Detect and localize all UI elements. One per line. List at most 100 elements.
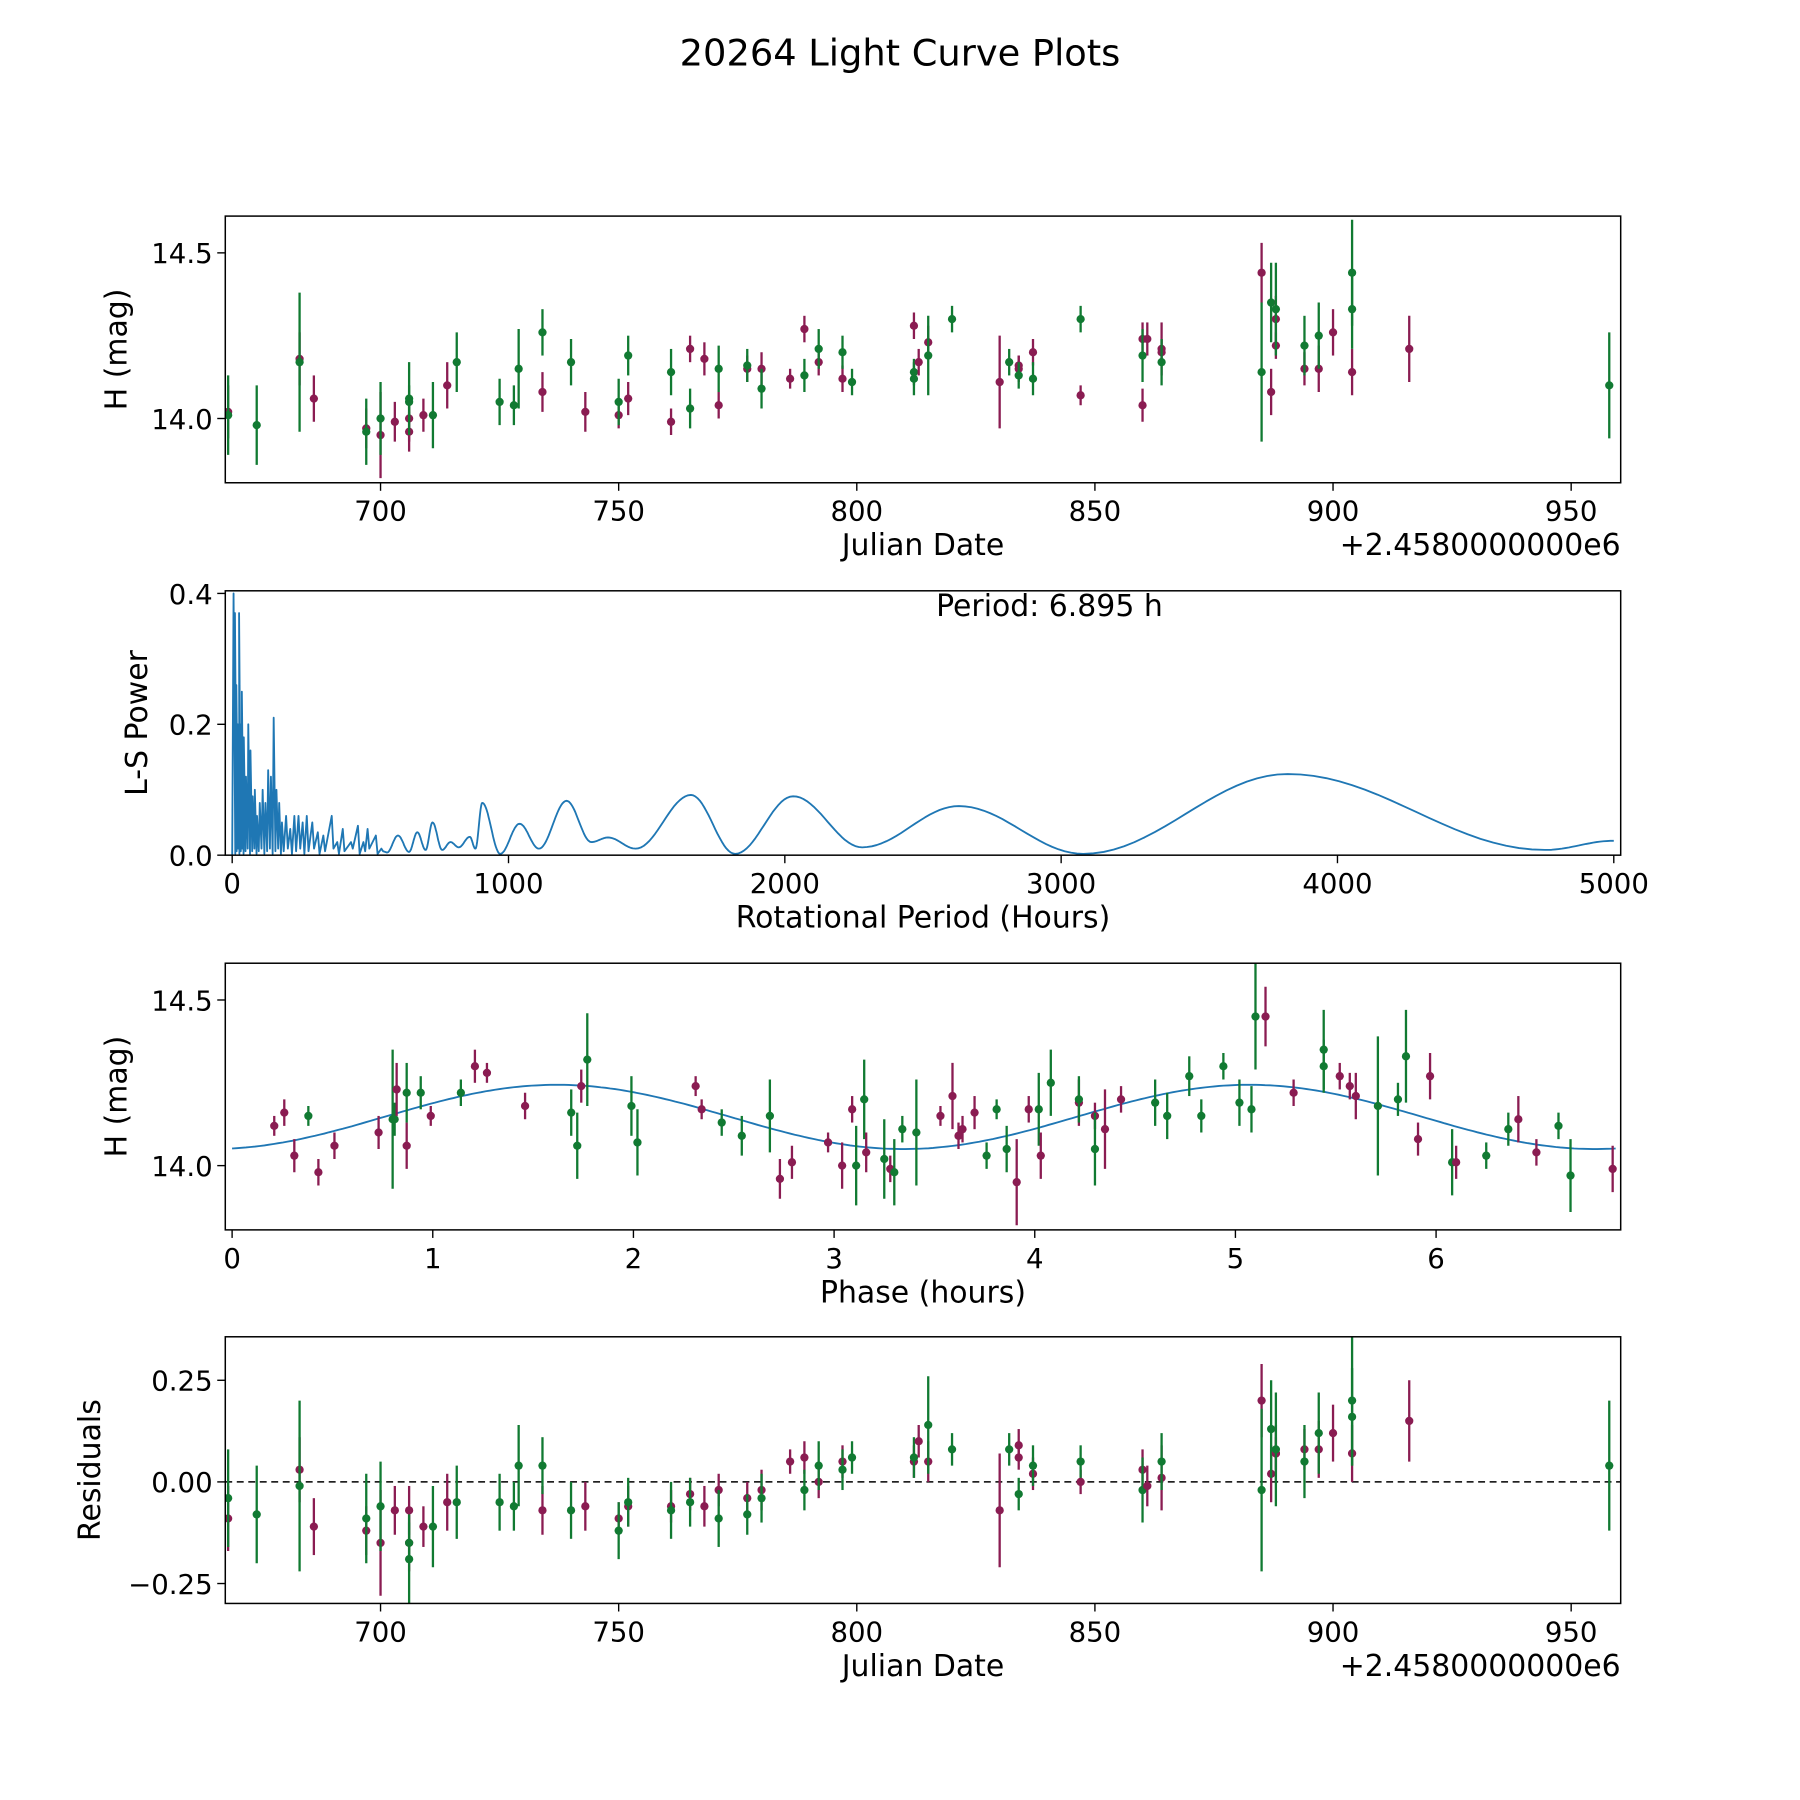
x-tick-label: 2 <box>625 1242 643 1275</box>
data-marker <box>666 367 676 377</box>
data-point <box>800 358 809 392</box>
data-marker <box>443 381 452 390</box>
data-point <box>1351 1072 1360 1120</box>
data-point <box>914 1424 923 1458</box>
x-tick-label: 700 <box>354 495 407 528</box>
data-marker <box>837 1161 847 1170</box>
y-axis-label: H (mag) <box>99 289 134 411</box>
data-marker <box>314 1168 323 1177</box>
data-marker <box>538 328 547 337</box>
data-point <box>295 292 304 432</box>
data-point <box>1482 1142 1491 1169</box>
data-point <box>714 391 723 419</box>
data-marker <box>1401 1052 1411 1061</box>
panel-light-curve: 700 750 800 850 900 950 14.0 14.5 Julian Date H (… <box>99 215 1622 563</box>
data-point <box>852 1125 861 1206</box>
data-point <box>1605 1400 1614 1531</box>
data-point <box>509 385 519 426</box>
data-marker <box>376 414 385 423</box>
data-marker <box>402 1088 411 1097</box>
data-marker <box>390 417 399 426</box>
data-point <box>428 1485 438 1568</box>
data-marker <box>428 411 438 420</box>
data-point <box>714 1490 723 1547</box>
data-marker <box>1257 268 1266 277</box>
data-point <box>1036 1132 1045 1179</box>
data-marker <box>909 367 919 377</box>
data-marker <box>404 1506 414 1515</box>
data-marker <box>838 374 847 383</box>
data-point <box>823 1132 833 1153</box>
data-point <box>1034 1072 1043 1146</box>
data-point <box>280 1099 289 1126</box>
data-point <box>800 315 809 343</box>
data-point <box>1235 1079 1244 1126</box>
x-tick-label: 5 <box>1227 1242 1245 1275</box>
data-point <box>912 1079 921 1186</box>
data-point <box>252 1465 261 1564</box>
data-point <box>685 1477 695 1527</box>
data-marker <box>1605 1461 1614 1470</box>
data-marker <box>800 371 809 380</box>
axes-frame <box>224 1336 1622 1605</box>
y-tick-label: 14.5 <box>151 984 212 1017</box>
data-marker <box>624 394 633 403</box>
data-point <box>452 332 461 392</box>
data-marker <box>624 1498 633 1507</box>
data-marker <box>714 1514 723 1523</box>
data-marker <box>697 1105 706 1114</box>
data-marker <box>1138 351 1147 360</box>
data-point <box>1100 1089 1110 1169</box>
data-marker <box>787 1158 797 1167</box>
data-point <box>837 1142 847 1189</box>
data-point <box>1393 1082 1403 1116</box>
data-point <box>1005 348 1014 376</box>
data-point <box>1452 1145 1461 1179</box>
data-marker <box>1090 1144 1100 1154</box>
data-marker <box>1251 1012 1260 1021</box>
periodogram-line <box>231 592 1614 856</box>
data-marker <box>743 361 752 370</box>
data-point <box>567 1089 576 1136</box>
data-marker <box>538 387 547 397</box>
data-marker <box>914 358 923 367</box>
data-marker <box>912 1128 921 1137</box>
data-marker <box>1076 1457 1085 1466</box>
data-marker <box>717 1118 726 1127</box>
y-tick-label: 0.0 <box>169 840 213 873</box>
data-point <box>1289 1079 1298 1106</box>
x-tick-label: 750 <box>592 1615 645 1648</box>
data-marker <box>1504 1125 1513 1134</box>
data-point <box>577 1069 586 1103</box>
x-tick-label: 900 <box>1307 1615 1360 1648</box>
data-marker <box>700 1502 709 1511</box>
data-point <box>775 1158 785 1199</box>
x-tick-label: 850 <box>1069 495 1122 528</box>
x-axis-label: Julian Date <box>840 1649 1004 1684</box>
x-tick-label: 2000 <box>750 867 820 900</box>
data-marker <box>1036 1151 1045 1160</box>
data-marker <box>1163 1111 1172 1121</box>
data-point <box>909 1437 919 1478</box>
data-point <box>995 335 1004 429</box>
data-marker <box>280 1108 289 1117</box>
data-point <box>666 408 676 436</box>
data-marker <box>666 1506 676 1515</box>
data-marker <box>1185 1072 1194 1081</box>
x-tick-label: 750 <box>592 495 645 528</box>
data-point <box>800 1469 809 1511</box>
data-point <box>1028 362 1038 396</box>
data-point <box>1014 362 1023 389</box>
data-point <box>1076 305 1085 333</box>
data-point <box>1261 986 1270 1047</box>
data-marker <box>456 1088 466 1097</box>
data-marker <box>691 1081 700 1091</box>
data-point <box>1024 1096 1033 1123</box>
data-point <box>520 1092 530 1120</box>
data-marker <box>847 377 857 387</box>
data-marker <box>1328 328 1338 337</box>
data-marker <box>1076 1477 1085 1487</box>
data-point <box>362 1473 371 1564</box>
data-point <box>614 378 623 426</box>
data-marker <box>800 324 809 334</box>
